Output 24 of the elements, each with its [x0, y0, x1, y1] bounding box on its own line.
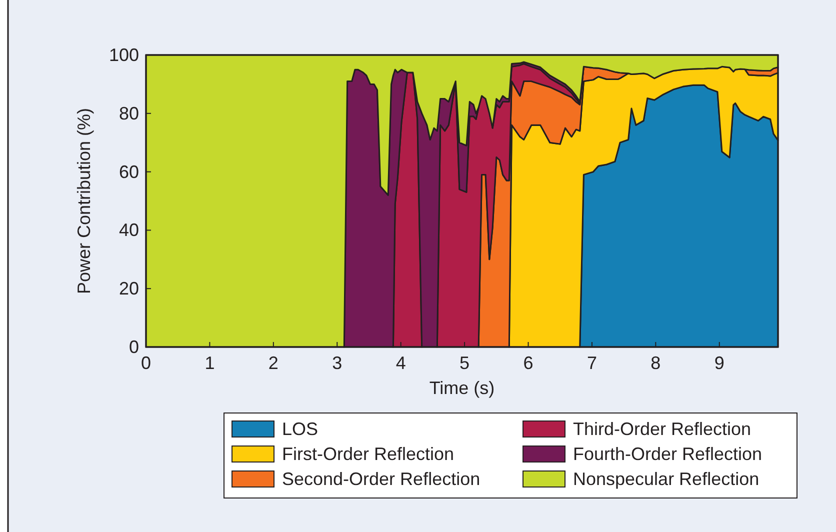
legend-label: LOS	[282, 419, 318, 439]
legend-label: Second-Order Reflection	[282, 469, 480, 489]
x-tick-label: 3	[332, 353, 342, 373]
x-axis-title: Time (s)	[429, 378, 495, 398]
legend-label: Fourth-Order Reflection	[573, 444, 762, 464]
x-tick-label: 6	[523, 353, 534, 373]
y-axis-title: Power Contribution (%)	[74, 108, 94, 294]
y-tick-label: 20	[118, 278, 139, 299]
y-tick-label: 40	[118, 220, 139, 240]
x-tick-label: 9	[714, 353, 724, 373]
x-tick-label: 8	[650, 353, 661, 373]
y-tick-label: 80	[118, 103, 139, 124]
x-tick-label: 2	[268, 353, 278, 373]
legend-label: Third-Order Reflection	[573, 419, 752, 439]
x-tick-label: 4	[396, 353, 406, 373]
x-tick-label: 7	[586, 353, 597, 373]
y-tick-label: 0	[128, 337, 139, 357]
legend-label: Nonspecular Reflection	[573, 469, 760, 489]
x-tick-label: 5	[460, 353, 470, 373]
x-tick-label: 0	[140, 353, 152, 373]
y-tick-label: 100	[108, 45, 139, 65]
x-tick-label: 1	[204, 353, 215, 373]
legend-label: First-Order Reflection	[282, 444, 454, 464]
y-tick-label: 60	[118, 162, 139, 182]
